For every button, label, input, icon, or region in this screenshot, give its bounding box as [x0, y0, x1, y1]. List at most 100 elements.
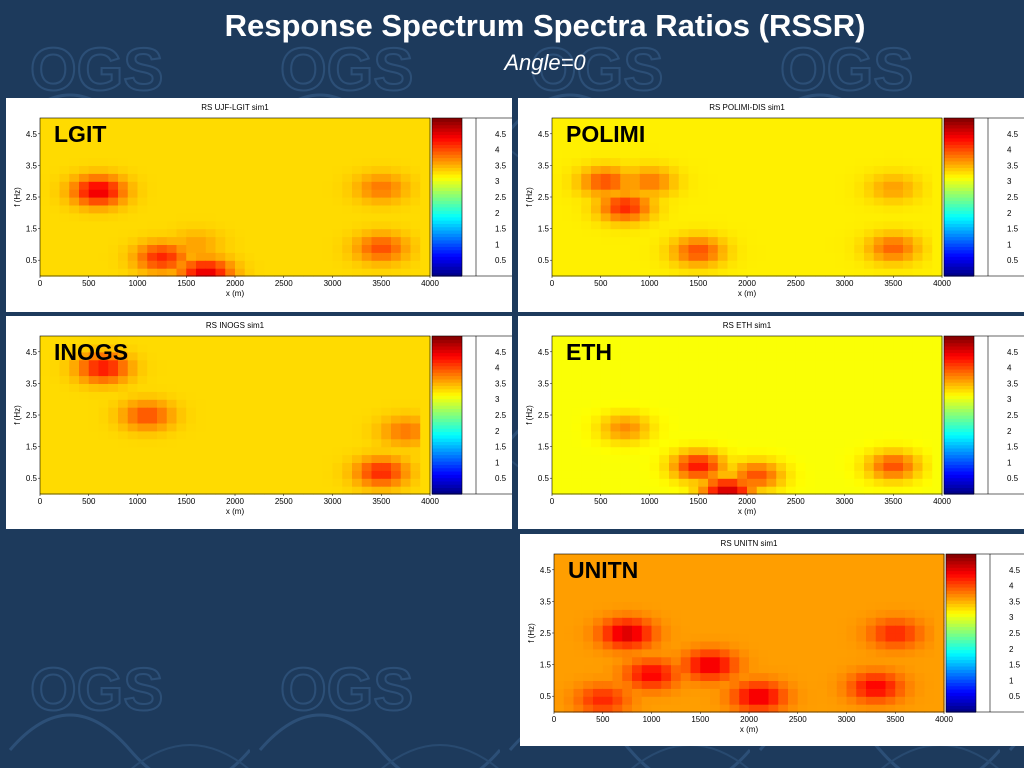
heatmap-cell [215, 173, 226, 182]
heatmap-cell [729, 672, 740, 681]
heatmap-cell [40, 399, 51, 408]
heatmap-cell [883, 375, 894, 384]
heatmap-cell [591, 157, 602, 166]
heatmap-cell [688, 478, 699, 487]
heatmap-cell [825, 173, 836, 182]
heatmap-cell [205, 268, 217, 277]
heatmap-cell [669, 336, 680, 345]
heatmap-cell [807, 696, 818, 705]
heatmap-cell [934, 577, 945, 587]
heatmap-cell [883, 220, 894, 230]
heatmap-cell [661, 554, 672, 563]
heatmap-cell [420, 268, 431, 277]
heatmap-cell [620, 454, 631, 463]
heatmap-cell [215, 157, 226, 166]
heatmap-cell [264, 157, 275, 166]
heatmap-cell [914, 633, 926, 642]
heatmap-cell [903, 454, 914, 463]
heatmap-cell [381, 252, 392, 261]
heatmap-cell [922, 189, 933, 198]
heatmap-cell [883, 133, 894, 143]
heatmap-cell [836, 672, 848, 681]
heatmap-cell [274, 462, 285, 471]
heatmap-cell [688, 407, 699, 416]
heatmap-cell [361, 367, 373, 377]
heatmap-cell [825, 212, 836, 222]
heatmap-cell [186, 470, 197, 479]
heatmap-cell [186, 351, 197, 361]
colorbar-band [946, 583, 976, 588]
heatmap-cell [108, 336, 119, 345]
heatmap-cell [827, 569, 838, 579]
heatmap-cell [79, 478, 90, 487]
heatmap-cell [727, 125, 738, 135]
heatmap-cell [932, 446, 943, 456]
heatmap-cell [756, 165, 768, 174]
heatmap-cell [747, 336, 758, 345]
heatmap-cell [225, 197, 236, 206]
heatmap-cell [391, 220, 402, 230]
heatmap-cell [371, 478, 382, 487]
heatmap-cell [766, 125, 777, 135]
heatmap-cell [40, 359, 51, 369]
heatmap-cell [834, 189, 846, 198]
heatmap-cell [708, 415, 719, 424]
heatmap-cell [922, 118, 933, 127]
heatmap-cell [244, 454, 256, 463]
heatmap-cell [176, 462, 187, 471]
heatmap-cell [630, 399, 641, 408]
heatmap-cell [303, 252, 314, 261]
heatmap-cell [59, 391, 70, 400]
colorbar-band [944, 127, 974, 132]
heatmap-cell [400, 351, 412, 361]
heatmap-cell [807, 593, 818, 602]
heatmap-cell [410, 470, 421, 479]
heatmap-cell [669, 446, 680, 456]
heatmap-cell [554, 664, 565, 674]
heatmap-cell [875, 664, 887, 674]
heatmap-cell [817, 601, 828, 610]
heatmap-cell [844, 212, 855, 222]
heatmap-cell [768, 569, 779, 579]
heatmap-cell [864, 133, 875, 143]
heatmap-cell [554, 672, 565, 681]
heatmap-cell [912, 391, 924, 400]
heatmap-cell [391, 359, 402, 369]
heatmap-cell [313, 149, 324, 159]
heatmap-cell [391, 375, 402, 384]
heatmap-cell [127, 351, 139, 361]
heatmap-cell [186, 189, 197, 198]
heatmap-cell [552, 438, 563, 448]
heatmap-cell [561, 228, 573, 238]
colorbar-band [944, 464, 974, 469]
heatmap-cell [680, 554, 692, 563]
heatmap-cell [883, 268, 894, 277]
heatmap-cell [756, 462, 768, 471]
heatmap-cell [864, 399, 875, 408]
heatmap-cell [632, 554, 643, 563]
heatmap-cell [827, 680, 838, 689]
heatmap-cell [895, 617, 906, 626]
heatmap-cell [651, 625, 662, 634]
heatmap-cell [88, 125, 100, 135]
heatmap-cell [157, 438, 168, 448]
heatmap-cell [827, 593, 838, 602]
heatmap-cell [717, 197, 729, 206]
heatmap-cell [669, 204, 680, 214]
heatmap-cell [827, 656, 838, 666]
heatmap-cell [235, 399, 246, 408]
heatmap-cell [795, 391, 807, 400]
heatmap-cell [40, 336, 51, 345]
heatmap-cell [669, 383, 680, 392]
heatmap-cell [313, 268, 324, 277]
heatmap-cell [127, 470, 139, 479]
heatmap-cell [371, 454, 382, 463]
heatmap-cell [600, 204, 612, 214]
heatmap-cell [788, 585, 799, 595]
heatmap-cell [622, 561, 633, 571]
heatmap-cell [612, 672, 623, 681]
heatmap-cell [561, 343, 573, 353]
heatmap-cell [264, 252, 275, 261]
heatmap-cell [88, 252, 100, 261]
heatmap-cell [552, 236, 563, 245]
